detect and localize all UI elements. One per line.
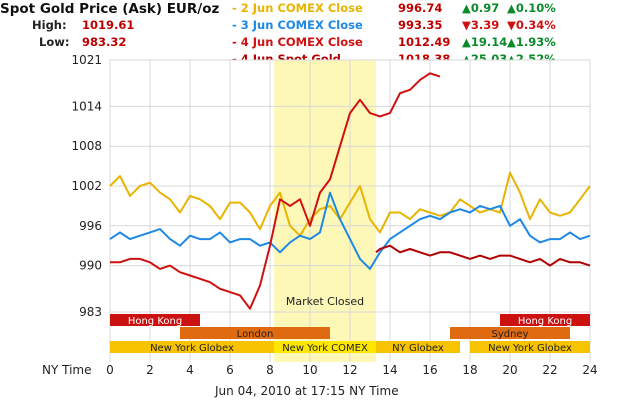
x-tick-label: 24 xyxy=(582,363,597,377)
legend-percent: ▲0.10% xyxy=(507,1,556,15)
x-axis-label: NY Time xyxy=(42,363,92,377)
session-label: Hong Kong xyxy=(128,316,182,327)
x-tick-label: 4 xyxy=(186,363,194,377)
high-value: 1019.61 xyxy=(82,18,135,32)
session-label: London xyxy=(237,329,274,340)
series-line xyxy=(109,171,591,237)
series-line xyxy=(375,244,591,267)
x-tick-label: 6 xyxy=(226,363,234,377)
legend-label: - 3 Jun COMEX Close xyxy=(232,18,363,32)
y-tick-label: 1002 xyxy=(71,179,102,193)
y-tick-label: 1021 xyxy=(71,53,102,67)
session-label: Hong Kong xyxy=(518,316,572,327)
session-bar xyxy=(470,341,590,353)
x-tick-label: 22 xyxy=(542,363,557,377)
legend-label: - 4 Jun COMEX Close xyxy=(232,35,363,49)
session-label: NY Globex xyxy=(392,343,444,354)
legend-percent: ▼0.34% xyxy=(507,18,556,32)
y-tick-label: 1008 xyxy=(71,139,102,153)
footer-timestamp: Jun 04, 2010 at 17:15 NY Time xyxy=(215,384,399,398)
session-label: New York Globex xyxy=(488,343,572,354)
market-closed-label: Market Closed xyxy=(286,295,364,308)
session-label: Sydney xyxy=(491,329,528,340)
x-tick-label: 8 xyxy=(266,363,274,377)
session-bar xyxy=(180,327,330,339)
legend-change: ▼3.39 xyxy=(462,18,500,32)
session-label: New York Globex xyxy=(150,343,234,354)
series-line xyxy=(109,191,591,270)
session-bar xyxy=(274,341,376,353)
high-label: High: xyxy=(32,18,67,32)
low-label: Low: xyxy=(39,35,70,49)
legend-change: ▲0.97 xyxy=(462,1,500,15)
legend-price: 1012.49 xyxy=(398,35,451,49)
legend-price: 996.74 xyxy=(398,1,443,15)
x-tick-label: 2 xyxy=(146,363,154,377)
x-tick-label: 12 xyxy=(342,363,357,377)
legend-percent: ▲1.93% xyxy=(507,35,556,49)
x-tick-label: 14 xyxy=(382,363,397,377)
y-tick-label: 990 xyxy=(79,259,102,273)
legend-price: 993.35 xyxy=(398,18,443,32)
y-tick-label: 1014 xyxy=(71,99,102,113)
session-bar xyxy=(110,314,200,326)
low-value: 983.32 xyxy=(82,35,127,49)
session-bar xyxy=(376,341,460,353)
session-bar xyxy=(450,327,570,339)
chart-title: Spot Gold Price (Ask) EUR/oz xyxy=(0,1,220,17)
legend-label: - 2 Jun COMEX Close xyxy=(232,1,363,15)
session-bar xyxy=(500,314,590,326)
x-tick-label: 20 xyxy=(502,363,517,377)
x-tick-label: 0 xyxy=(106,363,114,377)
session-bar xyxy=(110,341,274,353)
x-tick-label: 16 xyxy=(422,363,437,377)
x-tick-label: 10 xyxy=(302,363,317,377)
session-label: New York COMEX xyxy=(282,343,368,354)
x-tick-label: 18 xyxy=(462,363,477,377)
y-tick-label: 983 xyxy=(79,305,102,319)
series-line xyxy=(110,72,441,310)
legend-change: ▲19.14 xyxy=(462,35,508,49)
y-tick-label: 996 xyxy=(79,219,102,233)
